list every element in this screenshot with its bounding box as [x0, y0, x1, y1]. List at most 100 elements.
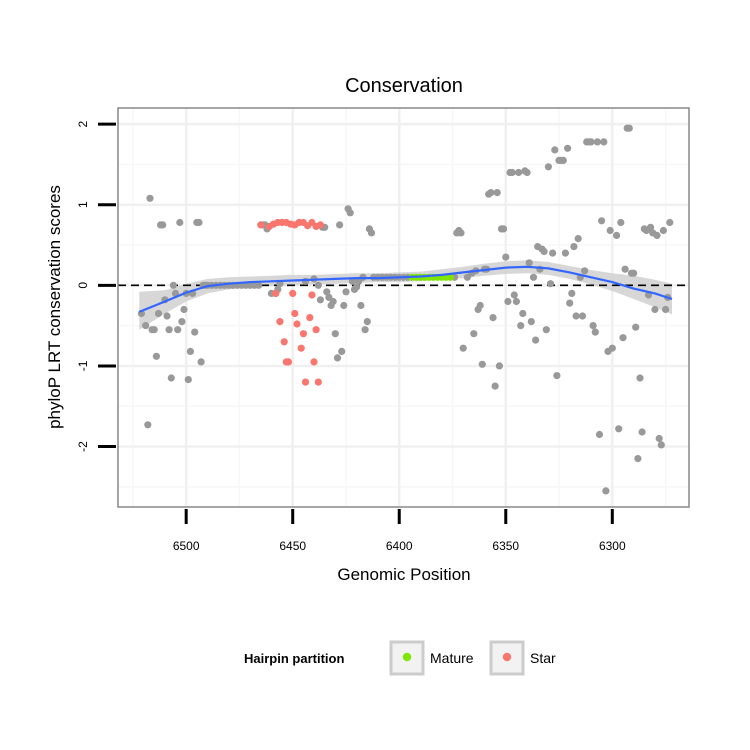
point-other — [357, 301, 365, 310]
point-other — [500, 225, 508, 233]
point-other — [653, 231, 661, 239]
x-axis-title: Genomic Position — [337, 565, 470, 584]
point-other — [568, 289, 576, 297]
point-other — [174, 326, 182, 334]
legend-title: Hairpin partition — [244, 651, 344, 666]
point-other — [559, 156, 567, 164]
point-other — [367, 229, 376, 237]
point-other — [504, 297, 512, 306]
point-other — [523, 168, 531, 177]
y-axis-title: phyloP LRT conservation scores — [45, 185, 64, 429]
point-other — [142, 322, 150, 330]
point-other — [197, 358, 205, 366]
point-other — [495, 362, 503, 370]
legend: Hairpin partition Mature Star — [244, 640, 556, 676]
point-other — [165, 326, 173, 334]
x-tick-label: 6350 — [492, 539, 519, 553]
point-other — [361, 326, 369, 334]
point-other — [336, 221, 344, 229]
point-other — [666, 218, 674, 227]
point-other — [655, 434, 663, 443]
point-other — [459, 344, 467, 352]
point-other — [510, 291, 518, 299]
point-other — [638, 428, 646, 436]
point-other — [195, 218, 203, 227]
point-other — [544, 163, 553, 171]
point-other — [333, 354, 342, 362]
point-star — [314, 378, 322, 386]
point-other — [595, 430, 604, 439]
point-other — [515, 168, 523, 177]
smooth-fit-layer — [138, 265, 673, 313]
point-other — [331, 330, 339, 338]
point-star — [301, 378, 310, 386]
chart-title: Conservation — [345, 75, 463, 97]
y-tick-label: -2 — [76, 441, 90, 452]
y-axis: 2 1 0 -1 -2 — [76, 120, 116, 452]
point-other — [532, 336, 540, 344]
point-other — [150, 326, 158, 334]
point-other — [542, 326, 550, 334]
point-star — [306, 314, 314, 322]
legend-marker-star — [502, 652, 512, 662]
legend-key-star — [489, 640, 525, 676]
point-other — [478, 360, 486, 368]
point-other — [598, 217, 606, 225]
point-other — [152, 352, 160, 360]
point-other — [553, 372, 561, 380]
point-other — [527, 318, 535, 326]
point-other — [587, 138, 595, 146]
point-other — [540, 247, 548, 256]
point-other — [159, 221, 167, 229]
point-other — [630, 269, 638, 277]
y-tick-label: 2 — [76, 120, 90, 127]
point-star — [291, 309, 299, 318]
point-other — [154, 309, 163, 318]
point-other — [615, 425, 623, 433]
point-other — [340, 301, 348, 310]
x-tick-label: 6500 — [173, 539, 200, 553]
point-other — [163, 312, 171, 320]
point-star — [276, 318, 284, 326]
point-other — [613, 231, 621, 239]
point-other — [564, 144, 572, 152]
point-other — [619, 334, 627, 342]
point-star — [289, 289, 297, 297]
point-other — [457, 229, 465, 237]
point-other — [346, 209, 354, 217]
point-star — [312, 326, 320, 334]
panel-frame — [117, 107, 690, 508]
point-other — [342, 288, 350, 296]
point-other — [570, 243, 578, 251]
point-other — [546, 280, 555, 288]
point-other — [578, 312, 587, 320]
point-other — [566, 299, 574, 307]
point-other — [176, 218, 184, 227]
point-other — [551, 146, 559, 154]
point-other — [589, 322, 597, 330]
point-other — [662, 305, 670, 314]
point-other — [502, 253, 510, 261]
point-other — [470, 330, 478, 338]
point-other — [329, 297, 337, 306]
point-other — [600, 138, 608, 146]
x-axis: 6500 6450 6400 6350 6300 — [173, 509, 626, 553]
point-other — [316, 296, 324, 304]
point-mature — [446, 273, 454, 281]
point-other — [169, 281, 177, 289]
point-other — [549, 249, 557, 257]
point-star — [308, 291, 316, 299]
point-other — [508, 168, 516, 177]
confidence-band — [139, 260, 673, 330]
point-other — [651, 305, 659, 314]
legend-marker-mature — [402, 652, 412, 662]
x-tick-label: 6300 — [599, 539, 626, 553]
point-other — [476, 301, 484, 310]
point-other — [602, 487, 610, 495]
point-other — [657, 441, 665, 449]
legend-label-star: Star — [530, 650, 556, 666]
point-other — [529, 273, 538, 281]
y-tick-label: -1 — [76, 360, 90, 371]
point-other — [519, 309, 527, 318]
